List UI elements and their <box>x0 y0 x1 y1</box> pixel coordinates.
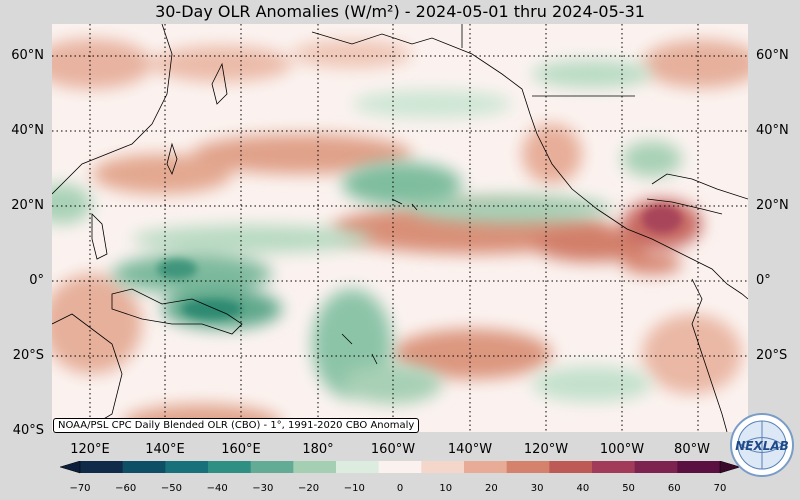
colorbar-cell <box>634 461 678 473</box>
colorbar-tick-label: 50 <box>622 483 635 494</box>
colorbar-cell <box>122 461 166 473</box>
grid-lines <box>52 24 748 432</box>
lat-label-right: 40°N <box>756 123 789 138</box>
colorbar-cell <box>677 461 721 473</box>
colorbar-cell <box>80 461 124 473</box>
lon-label: 120°E <box>70 442 110 457</box>
map-title: 30-Day OLR Anomalies (W/m²) - 2024-05-01… <box>155 2 645 21</box>
lon-label: 140°W <box>447 442 493 457</box>
lon-label: 140°E <box>145 442 185 457</box>
colorbar-tick-label: 20 <box>485 483 498 494</box>
colorbar-tick-label: 0 <box>396 483 404 494</box>
lon-label: 80°W <box>674 442 710 457</box>
colorbar-cell <box>208 461 252 473</box>
lat-label-left: 60°N <box>11 48 44 63</box>
colorbar-tick-label: 30 <box>530 483 544 494</box>
lat-label-left: 20°N <box>11 198 44 213</box>
colorbar <box>60 461 740 474</box>
lat-label-right: 0° <box>756 273 771 288</box>
lon-label: 120°W <box>523 442 569 457</box>
lon-label: 180° <box>302 442 334 457</box>
anomaly-field <box>52 24 748 432</box>
colorbar-tick-label: 60 <box>667 483 681 494</box>
colorbar-tick-label: 10 <box>439 483 453 494</box>
colorbar-cell <box>250 461 294 473</box>
nexlab-logo: NEXLAB <box>730 413 794 477</box>
lon-label: 100°W <box>599 442 645 457</box>
lon-label: 160°E <box>221 442 261 457</box>
olr-anomaly-map <box>52 24 748 432</box>
coastlines <box>52 24 748 432</box>
colorbar-cell <box>421 461 465 473</box>
negative-anomaly-areas <box>52 60 682 404</box>
lat-label-left: 40°N <box>11 123 44 138</box>
colorbar-cell <box>506 461 550 473</box>
colorbar-cell <box>293 461 337 473</box>
colorbar-cell <box>549 461 593 473</box>
lat-label-right: 20°N <box>756 198 789 213</box>
colorbar-cell <box>165 461 209 473</box>
lat-label-right: 20°S <box>756 348 788 363</box>
colorbar-tick-label: −50 <box>160 483 182 494</box>
colorbar-cell <box>592 461 636 473</box>
colorbar-tick-label: −70 <box>69 483 91 494</box>
colorbar-cell <box>336 461 380 473</box>
lat-label-left: 40°S <box>12 423 44 438</box>
logo-text: NEXLAB <box>735 439 789 453</box>
colorbar-tick-label: 70 <box>713 483 727 494</box>
lat-label-left: 20°S <box>12 348 44 363</box>
colorbar-max-arrow <box>719 461 740 474</box>
colorbar-tick-label: −10 <box>343 483 365 494</box>
colorbar-min-arrow <box>60 461 81 474</box>
colorbar-tick-label: 40 <box>576 483 590 494</box>
colorbar-tick-label: −30 <box>252 483 274 494</box>
colorbar-cell <box>464 461 508 473</box>
colorbar-tick-label: −60 <box>115 483 137 494</box>
lat-label-left: 0° <box>29 273 44 288</box>
data-credit: NOAA/PSL CPC Daily Blended OLR (CBO) - 1… <box>53 418 420 433</box>
lat-label-right: 60°N <box>756 48 789 63</box>
strong-positive-anomaly <box>642 205 682 233</box>
colorbar-tick-label: −40 <box>206 483 228 494</box>
lon-label: 160°W <box>370 442 416 457</box>
colorbar-tick-label: −20 <box>298 483 320 494</box>
colorbar-cell <box>378 461 422 473</box>
